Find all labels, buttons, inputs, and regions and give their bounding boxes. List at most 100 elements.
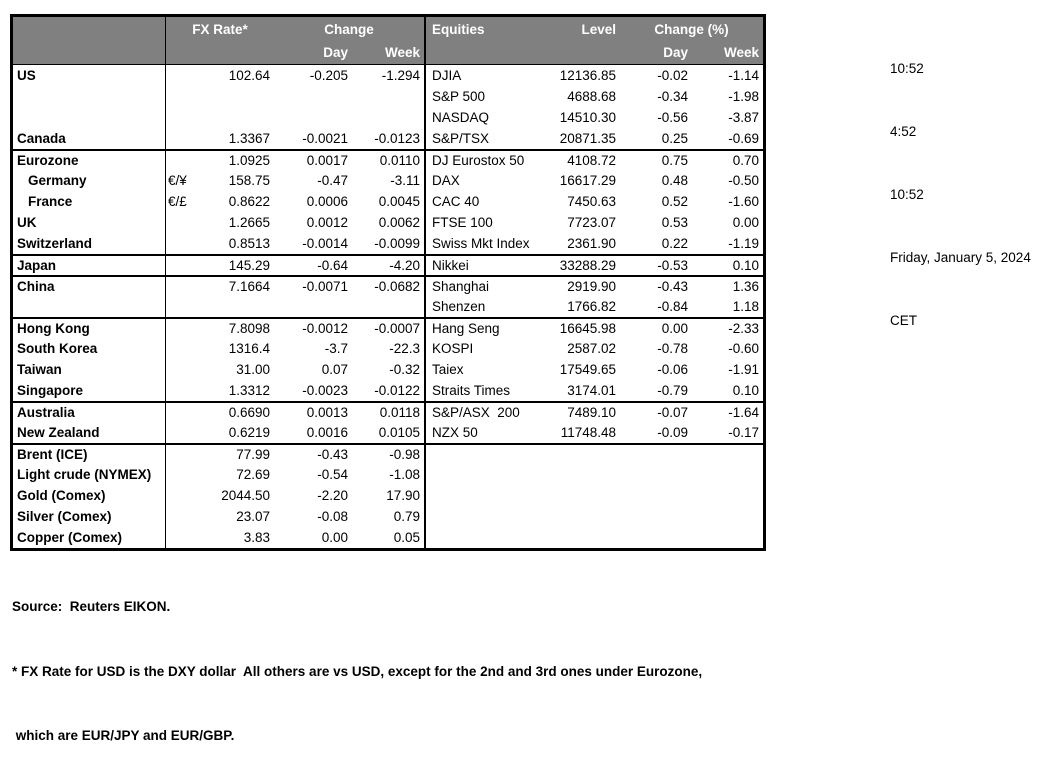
fx-change-day-cell: 0.0016 <box>306 425 348 440</box>
equity-change-week-cell <box>692 506 763 527</box>
fx-rate-cell <box>202 107 274 128</box>
equity-level-cell: 4108.72 <box>567 153 616 168</box>
table-row: Copper (Comex) 3.83 0.00 0.05 <box>13 527 763 548</box>
equity-level-cell: 7450.63 <box>567 194 616 209</box>
fx-rate-cell: 102.64 <box>228 68 270 83</box>
header-fx-week: Week <box>384 45 420 60</box>
currency-pair-cell <box>166 256 202 275</box>
equity-change-week-cell: -1.60 <box>728 194 759 209</box>
fx-change-day-cell: -0.0014 <box>302 236 348 251</box>
equity-level-cell: 2587.02 <box>567 341 616 356</box>
equity-name-cell: DJIA <box>424 65 532 86</box>
table-body: US 102.64 -0.205 -1.294 DJIA 12136.85 -0… <box>13 65 763 548</box>
equity-change-day-cell: -0.07 <box>657 405 688 420</box>
fx-change-day-cell <box>274 107 352 128</box>
equity-name-cell: NASDAQ <box>424 107 532 128</box>
equity-level-cell: 33288.29 <box>559 258 616 273</box>
table-row: NASDAQ 14510.30 -0.56 -3.87 <box>13 107 763 128</box>
fx-change-day-cell <box>274 86 352 107</box>
equity-change-day-cell: 0.75 <box>661 153 688 168</box>
fx-change-day-cell: -0.54 <box>317 467 348 482</box>
fx-rate-cell: 0.8513 <box>228 236 270 251</box>
equity-change-week-cell: -1.64 <box>728 405 759 420</box>
fx-change-day-cell: 0.00 <box>321 530 348 545</box>
region-cell <box>13 107 166 128</box>
equity-name-cell: FTSE 100 <box>424 212 532 233</box>
equity-change-week-cell: 1.18 <box>732 299 759 314</box>
header-equities: Equities <box>424 17 532 41</box>
fx-change-week-cell: -0.0122 <box>374 383 420 398</box>
table-row: US 102.64 -0.205 -1.294 DJIA 12136.85 -0… <box>13 65 763 86</box>
currency-pair-cell: €/£ <box>168 194 187 209</box>
region-cell: Japan <box>13 256 166 275</box>
fx-change-week-cell: -0.98 <box>389 447 420 462</box>
equity-change-day-cell: 0.53 <box>661 215 688 230</box>
equity-change-day-cell: 0.48 <box>661 173 688 188</box>
fx-rate-cell: 145.29 <box>228 258 270 273</box>
currency-pair-cell <box>166 506 202 527</box>
fx-change-week-cell: 17.90 <box>386 488 420 503</box>
header-equity-change-pct: Change (%) <box>654 21 729 37</box>
currency-pair-cell <box>166 422 202 443</box>
equity-change-week-cell <box>692 527 763 548</box>
equity-change-day-cell <box>620 485 692 506</box>
currency-pair-cell <box>166 233 202 254</box>
equity-level-cell: 2361.90 <box>567 236 616 251</box>
equity-change-day-cell: -0.02 <box>657 68 688 83</box>
equity-name-cell: DJ Eurostox 50 <box>424 151 532 170</box>
currency-pair-cell <box>166 380 202 401</box>
equity-name-cell: Straits Times <box>424 380 532 401</box>
header-empty-cell <box>532 41 620 64</box>
equity-level-cell: 7489.10 <box>567 405 616 420</box>
region-cell: Hong Kong <box>13 319 166 338</box>
table-row: Taiwan 31.00 0.07 -0.32 Taiex 17549.65 -… <box>13 359 763 380</box>
equity-change-week-cell: -1.14 <box>728 68 759 83</box>
fx-change-day-cell: 0.0017 <box>306 153 348 168</box>
equity-level-cell: 12136.85 <box>559 68 616 83</box>
fx-change-week-cell <box>352 296 424 317</box>
currency-pair-cell <box>166 527 202 548</box>
header-fx-rate: FX Rate* <box>192 21 248 37</box>
equity-change-week-cell: -2.33 <box>728 321 759 336</box>
region-cell: France <box>13 191 166 212</box>
equity-change-week-cell <box>692 485 763 506</box>
fx-rate-cell: 7.1664 <box>228 279 270 294</box>
equity-change-week-cell: 0.00 <box>732 215 759 230</box>
header-equity-day: Day <box>663 45 688 60</box>
currency-pair-cell <box>166 107 202 128</box>
fx-rate-cell <box>202 86 274 107</box>
fx-change-week-cell: -0.0682 <box>374 279 420 294</box>
region-cell <box>13 296 166 317</box>
currency-pair-cell <box>166 296 202 317</box>
equity-name-cell: Taiex <box>424 359 532 380</box>
footnote-line-2: which are EUR/JPY and EUR/GBP. <box>12 728 235 743</box>
region-cell: Taiwan <box>13 359 166 380</box>
equity-level-cell: 4688.68 <box>567 89 616 104</box>
equity-change-week-cell: -1.98 <box>728 89 759 104</box>
fx-change-day-cell: -0.0023 <box>302 383 348 398</box>
equity-change-day-cell: -0.09 <box>657 425 688 440</box>
fx-rate-cell: 2044.50 <box>221 488 270 503</box>
fx-change-day-cell: 0.0012 <box>306 215 348 230</box>
fx-rate-cell <box>202 296 274 317</box>
currency-pair-cell <box>166 464 202 485</box>
fx-change-week-cell: -4.20 <box>389 258 420 273</box>
fx-change-week-cell: -1.08 <box>389 467 420 482</box>
fx-rate-cell: 158.75 <box>228 173 270 188</box>
fx-change-week-cell: 0.0062 <box>378 215 420 230</box>
fx-change-week-cell: -0.0007 <box>374 321 420 336</box>
equity-level-cell: 7723.07 <box>567 215 616 230</box>
header-empty-cell <box>424 41 532 64</box>
equity-change-day-cell: 0.52 <box>661 194 688 209</box>
equity-level-cell: 17549.65 <box>559 362 616 377</box>
region-cell: Silver (Comex) <box>13 506 166 527</box>
table-row: Silver (Comex) 23.07 -0.08 0.79 <box>13 506 763 527</box>
region-cell: Germany <box>13 170 166 191</box>
header-level: Level <box>581 21 616 37</box>
currency-pair-cell <box>166 359 202 380</box>
fx-change-day-cell: -0.47 <box>317 173 348 188</box>
equity-change-week-cell: 0.10 <box>732 258 759 273</box>
currency-pair-cell <box>166 86 202 107</box>
fx-rate-cell: 1.3312 <box>228 383 270 398</box>
header-empty-cell <box>166 41 274 64</box>
